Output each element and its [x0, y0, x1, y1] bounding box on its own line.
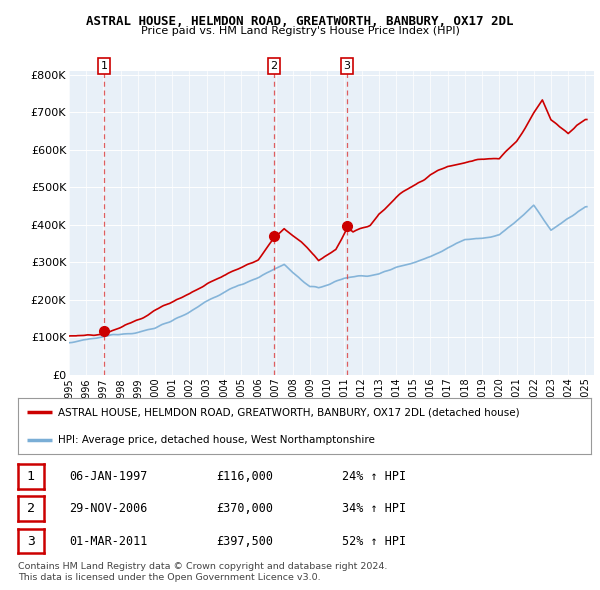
Text: Contains HM Land Registry data © Crown copyright and database right 2024.: Contains HM Land Registry data © Crown c…: [18, 562, 388, 571]
Text: 29-NOV-2006: 29-NOV-2006: [69, 502, 148, 515]
Text: 3: 3: [27, 535, 35, 548]
Text: 2: 2: [271, 61, 278, 71]
Text: 3: 3: [344, 61, 350, 71]
Text: 52% ↑ HPI: 52% ↑ HPI: [342, 535, 406, 548]
Text: 2: 2: [27, 502, 35, 515]
Text: 1: 1: [27, 470, 35, 483]
Text: 01-MAR-2011: 01-MAR-2011: [69, 535, 148, 548]
Text: 06-JAN-1997: 06-JAN-1997: [69, 470, 148, 483]
Text: HPI: Average price, detached house, West Northamptonshire: HPI: Average price, detached house, West…: [58, 435, 375, 445]
Text: 24% ↑ HPI: 24% ↑ HPI: [342, 470, 406, 483]
Text: 34% ↑ HPI: 34% ↑ HPI: [342, 502, 406, 515]
Text: £397,500: £397,500: [216, 535, 273, 548]
Text: ASTRAL HOUSE, HELMDON ROAD, GREATWORTH, BANBURY, OX17 2DL (detached house): ASTRAL HOUSE, HELMDON ROAD, GREATWORTH, …: [58, 407, 520, 417]
Text: £116,000: £116,000: [216, 470, 273, 483]
Text: ASTRAL HOUSE, HELMDON ROAD, GREATWORTH, BANBURY, OX17 2DL: ASTRAL HOUSE, HELMDON ROAD, GREATWORTH, …: [86, 15, 514, 28]
Text: £370,000: £370,000: [216, 502, 273, 515]
Text: Price paid vs. HM Land Registry's House Price Index (HPI): Price paid vs. HM Land Registry's House …: [140, 26, 460, 36]
Text: 1: 1: [101, 61, 107, 71]
Text: This data is licensed under the Open Government Licence v3.0.: This data is licensed under the Open Gov…: [18, 573, 320, 582]
